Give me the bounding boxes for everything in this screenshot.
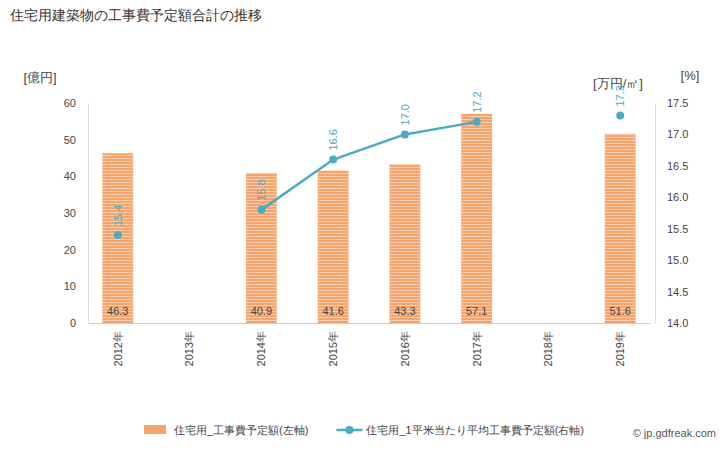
title: 住宅用建築物の工事費予定額合計の推移 xyxy=(9,7,262,23)
line-label: 15.8 xyxy=(255,179,267,200)
y2-tick-label: 14.5 xyxy=(667,286,688,298)
point xyxy=(616,112,624,120)
bar-label: 57.1 xyxy=(466,305,487,317)
legend-swatch xyxy=(144,425,166,434)
line-label: 17.0 xyxy=(399,104,411,125)
legend-item: 住宅用_工事費予定額(左軸) xyxy=(144,424,308,436)
bar xyxy=(605,134,636,323)
y-tick-label: 10 xyxy=(64,280,76,292)
y2-axis-label: [%] xyxy=(681,68,700,83)
bar xyxy=(318,170,349,323)
x-axis: 2012年 2013年 2014年 2015年 2016年 2017年 2018年 2019年 xyxy=(89,323,651,366)
y-tick-label: 50 xyxy=(64,134,76,146)
data-labels: 46.3 40.9 41.6 43.3 57.1 51.6 15.4 15.8 16.6 17.0… xyxy=(107,85,631,317)
y2-tick: 14.5 xyxy=(655,286,688,298)
plot-area xyxy=(102,112,635,323)
y2-tick-label: 17.0 xyxy=(667,128,688,140)
x-tick-label: 2019年 xyxy=(614,331,626,366)
x-tick-label: 2017年 xyxy=(471,331,483,366)
bar-label: 40.9 xyxy=(251,305,272,317)
y2-tick: 15.5 xyxy=(655,223,688,235)
point xyxy=(114,231,122,239)
bar-label: 43.3 xyxy=(394,305,415,317)
y2-tick: 16.5 xyxy=(655,160,688,172)
x-tick: 2017年 xyxy=(471,323,483,366)
bar-label: 46.3 xyxy=(107,305,128,317)
y-tick: 20 xyxy=(64,244,88,256)
y-tick: 40 xyxy=(64,170,88,182)
y-tick-label: 40 xyxy=(64,170,76,182)
bar-series xyxy=(102,114,635,323)
x-tick: 2014年 xyxy=(255,323,267,366)
x-tick: 2016年 xyxy=(399,323,411,366)
y-tick: 10 xyxy=(64,280,88,292)
x-tick: 2018年 xyxy=(542,323,554,366)
line-label: 15.4 xyxy=(112,205,124,226)
y2-axis-line xyxy=(655,104,656,324)
x-tick: 2013年 xyxy=(183,323,195,366)
y2-tick: 17.5 xyxy=(655,97,688,109)
legend-label: 住宅用_1平米当たり平均工事費予定額(右軸) xyxy=(366,424,584,436)
x-axis-line xyxy=(89,323,651,324)
y-tick-label: 20 xyxy=(64,244,76,256)
chart: 住宅用建築物の工事費予定額合計の推移[億円][%][万円/㎡]© jp.gdfr… xyxy=(0,0,728,450)
y2-tick: 16.0 xyxy=(655,191,688,203)
y2-tick-label: 17.5 xyxy=(667,97,688,109)
y2-tick: 17.0 xyxy=(655,128,688,140)
x-tick: 2019年 xyxy=(614,323,626,366)
bar xyxy=(389,164,420,323)
x-tick-label: 2014年 xyxy=(255,331,267,366)
line-series xyxy=(114,112,624,239)
y-axis: 0 10 20 30 40 50 60 xyxy=(64,97,89,329)
x-tick-label: 2018年 xyxy=(542,331,554,366)
bar xyxy=(102,153,133,323)
y-tick: 0 xyxy=(70,317,88,329)
bar-label: 51.6 xyxy=(610,305,631,317)
legend-label: 住宅用_工事費予定額(左軸) xyxy=(174,424,308,436)
y-tick-label: 60 xyxy=(64,97,76,109)
y2-tick: 14.0 xyxy=(655,317,688,329)
y-tick: 60 xyxy=(64,97,88,109)
y2-tick-label: 15.0 xyxy=(667,254,688,266)
bar xyxy=(461,114,492,323)
y2-tick-label: 14.0 xyxy=(667,317,688,329)
y-tick-label: 0 xyxy=(70,317,76,329)
y-tick: 30 xyxy=(64,207,88,219)
legend-item: 住宅用_1平米当たり平均工事費予定額(右軸) xyxy=(336,424,584,436)
bar xyxy=(246,173,277,323)
y2-axis: 14.0 14.5 15.0 15.5 16.0 16.5 17.0 17.5 xyxy=(655,97,688,329)
x-tick-label: 2013年 xyxy=(183,331,195,366)
y2-tick-label: 15.5 xyxy=(667,223,688,235)
x-tick-label: 2012年 xyxy=(112,331,124,366)
point xyxy=(329,156,337,164)
x-tick-label: 2016年 xyxy=(399,331,411,366)
line xyxy=(118,116,620,235)
y-axis-line xyxy=(88,104,89,324)
x-tick-label: 2015年 xyxy=(327,331,339,366)
y2-tick: 15.0 xyxy=(655,254,688,266)
legend: 住宅用_工事費予定額(左軸) 住宅用_1平米当たり平均工事費予定額(右軸) xyxy=(144,424,584,436)
bar-label: 41.6 xyxy=(322,305,343,317)
x-tick: 2012年 xyxy=(112,323,124,366)
line-label: 16.6 xyxy=(327,129,339,150)
y-tick: 50 xyxy=(64,134,88,146)
x-tick: 2015年 xyxy=(327,323,339,366)
line-label: 17.2 xyxy=(471,91,483,112)
legend-swatch xyxy=(345,426,353,434)
y2-tick-label: 16.0 xyxy=(667,191,688,203)
annotation: © jp.gdfreak.com xyxy=(633,427,716,439)
y-tick-label: 30 xyxy=(64,207,76,219)
line-label: 17.3 xyxy=(614,85,626,106)
point xyxy=(473,118,481,126)
point xyxy=(257,206,265,214)
y-axis-label: [億円] xyxy=(23,70,56,85)
point xyxy=(401,130,409,138)
y2-tick-label: 16.5 xyxy=(667,160,688,172)
